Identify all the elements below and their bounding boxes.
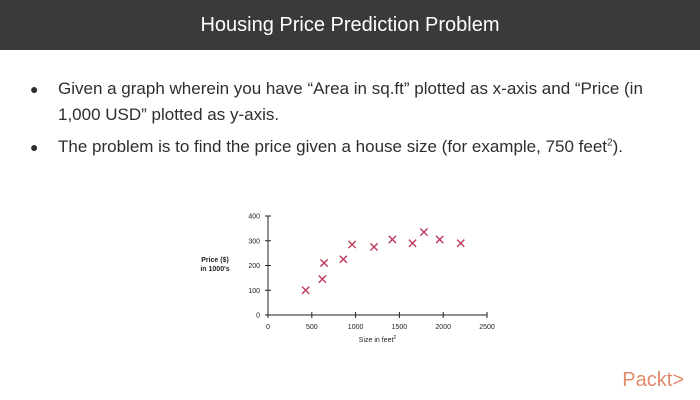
logo-text: Packt> — [622, 369, 684, 391]
bullet-1-text: Given a graph wherein you have “Area in … — [58, 79, 643, 124]
x-tick-label: 2500 — [479, 324, 495, 331]
data-point-marker — [408, 239, 417, 248]
bullet-2-suffix: ). — [612, 137, 623, 156]
bullet-dot-icon: ● — [30, 81, 39, 97]
packt-logo: Packt> — [622, 369, 684, 392]
x-tick-label: 1500 — [392, 324, 408, 331]
data-point-marker — [456, 239, 465, 248]
data-point-marker — [369, 242, 379, 252]
x-tick-label: 500 — [306, 324, 318, 331]
bullet-item: ● The problem is to find the price given… — [30, 134, 685, 160]
x-tick-label: 0 — [266, 324, 270, 331]
slide-title: Housing Price Prediction Problem — [200, 13, 500, 36]
y-axis-label-line: Price ($) — [201, 257, 229, 264]
data-point-marker — [318, 275, 327, 284]
bullet-dot-icon: ● — [30, 139, 39, 155]
data-point-marker — [319, 258, 329, 268]
bullet-item: ● Given a graph wherein you have “Area i… — [30, 76, 685, 128]
x-tick-label: 2000 — [435, 324, 451, 331]
y-tick-label: 0 — [256, 313, 260, 320]
bullet-2-text: The problem is to find the price given a… — [58, 137, 608, 156]
data-point-marker — [419, 227, 429, 237]
title-bar: Housing Price Prediction Problem — [0, 0, 700, 50]
bullet-2-superscript: 2 — [607, 137, 613, 149]
data-point-marker — [435, 235, 444, 244]
y-axis-label-line: in 1000's — [200, 266, 229, 273]
y-tick-label: 400 — [248, 214, 260, 221]
bullet-list: ● Given a graph wherein you have “Area i… — [30, 76, 685, 166]
data-point-marker — [301, 286, 310, 295]
data-point-marker — [339, 255, 348, 264]
data-point-marker — [388, 235, 397, 244]
bullet-text: Given a graph wherein you have “Area in … — [58, 76, 685, 128]
bullet-text: The problem is to find the price given a… — [58, 134, 623, 160]
x-tick-label: 1000 — [348, 324, 364, 331]
y-tick-label: 200 — [248, 263, 260, 270]
data-point-marker — [348, 240, 357, 249]
scatter-chart: 0 500 1000 1500 2000 2500 0 100 200 300 400 Size in… — [200, 214, 495, 345]
y-tick-label: 300 — [248, 238, 260, 245]
x-axis-label: Size in feet2 — [359, 335, 397, 344]
y-tick-label: 100 — [248, 288, 260, 295]
